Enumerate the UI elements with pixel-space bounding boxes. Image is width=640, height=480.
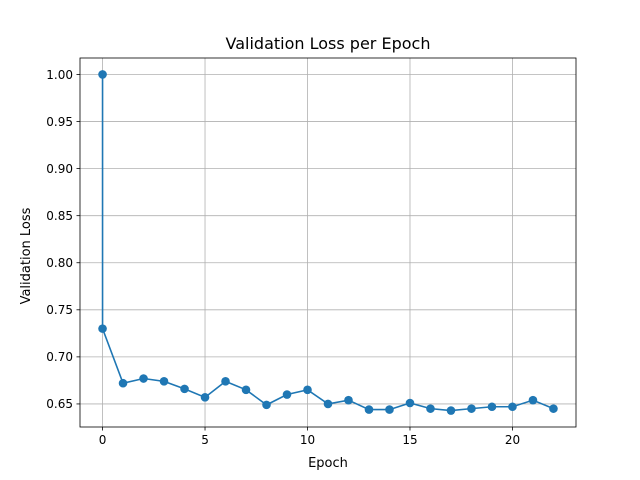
data-point <box>528 395 538 405</box>
data-point <box>508 402 517 412</box>
data-point <box>405 398 415 408</box>
x-tick-label: 0 <box>99 433 107 447</box>
data-point <box>426 404 435 413</box>
series-layer <box>98 70 558 415</box>
y-tick-label: 0.70 <box>46 350 73 364</box>
y-tick-label: 0.75 <box>46 303 73 317</box>
data-point <box>221 377 230 386</box>
data-point <box>200 393 210 402</box>
data-point <box>282 390 292 399</box>
data-point <box>549 404 558 413</box>
data-point <box>139 374 148 383</box>
data-point <box>262 400 271 410</box>
data-point <box>487 402 497 412</box>
y-tick-label: 0.90 <box>46 162 73 176</box>
data-point <box>323 399 333 409</box>
data-point <box>159 377 169 386</box>
y-tick-label: 0.95 <box>46 115 73 129</box>
data-point <box>98 70 107 79</box>
data-point <box>344 395 353 405</box>
plot-frame <box>79 57 577 428</box>
data-point <box>98 324 107 333</box>
chart-title: Validation Loss per Epoch <box>226 34 431 53</box>
x-axis-label: Epoch <box>308 456 348 471</box>
y-tick-label: 1.00 <box>46 68 73 82</box>
data-point <box>467 404 476 413</box>
x-tick-label: 10 <box>300 433 315 447</box>
data-point <box>241 385 251 395</box>
data-point <box>385 405 394 414</box>
y-axis-label: Validation Loss <box>19 207 34 304</box>
data-point <box>303 385 312 395</box>
y-tick-label: 0.85 <box>46 209 73 223</box>
data-point <box>180 384 189 394</box>
x-tick-label: 5 <box>201 433 209 447</box>
y-tick-label: 0.65 <box>46 397 73 411</box>
data-point <box>364 405 374 414</box>
ticks: 0 5 10 15 20 0.65 0.70 0.75 0.80 0.85 0.90 0.95 1.00 <box>46 68 520 447</box>
data-point <box>446 406 456 415</box>
x-tick-label: 15 <box>402 433 417 447</box>
data-point <box>118 378 128 388</box>
y-tick-label: 0.80 <box>46 256 73 270</box>
x-tick-label: 20 <box>505 433 520 447</box>
